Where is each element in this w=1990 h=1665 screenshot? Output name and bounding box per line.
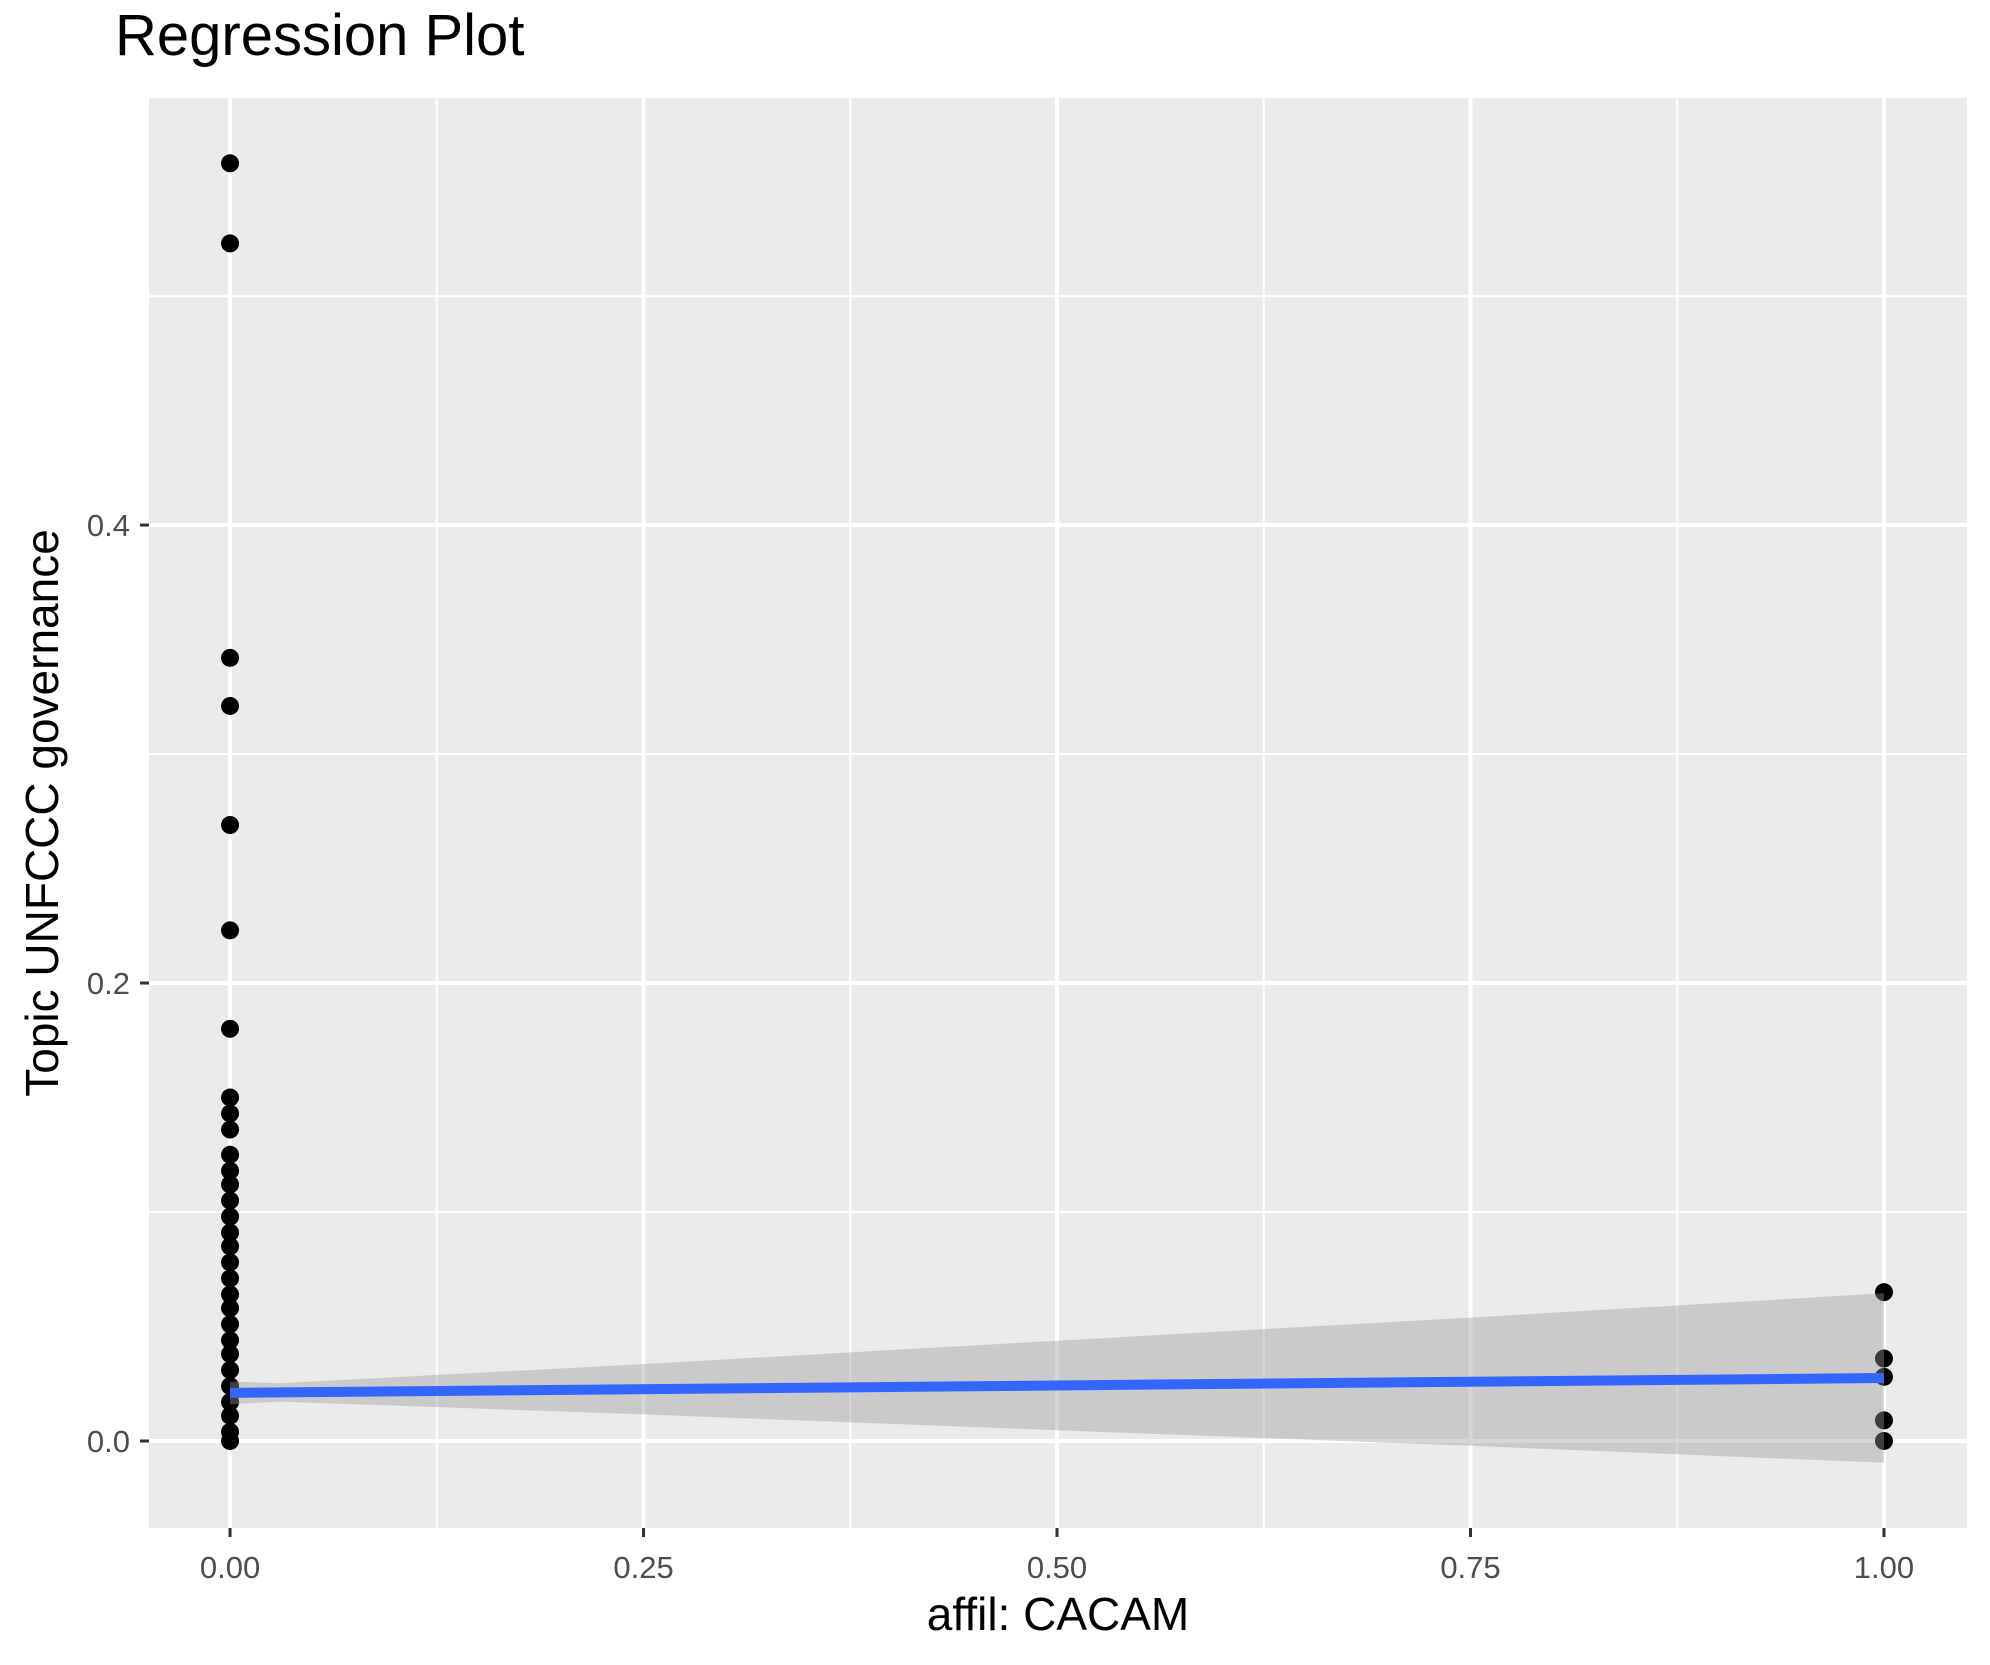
scatter-point: [221, 1207, 240, 1226]
scatter-point: [221, 1237, 240, 1256]
scatter-point: [221, 1269, 240, 1288]
x-tick-label: 0.50: [1027, 1550, 1087, 1585]
scatter-point: [221, 1361, 240, 1380]
chart-layers: 0.00 0.25 0.50 0.75 1.00 0.0 0.2 0.4: [87, 98, 1967, 1585]
y-axis-title: Topic UNFCCC governance: [16, 529, 68, 1097]
scatter-point: [221, 1191, 240, 1210]
scatter-point: [221, 1104, 240, 1123]
confidence-band: [230, 1293, 1884, 1463]
x-axis-title: affil: CACAM: [927, 1588, 1189, 1640]
scatter-point: [221, 816, 240, 835]
scatter-point: [221, 696, 240, 715]
scatter-point: [1874, 1349, 1893, 1368]
scatter-point: [221, 1088, 240, 1107]
scatter-point: [221, 1145, 240, 1164]
scatter-point: [221, 1299, 240, 1318]
x-tick-label: 0.25: [613, 1550, 673, 1585]
y-tick-label: 0.2: [87, 966, 130, 1001]
scatter-point: [221, 154, 240, 173]
x-tick-label: 0.00: [200, 1550, 260, 1585]
scatter-point: [1874, 1283, 1893, 1302]
scatter-point: [1874, 1411, 1893, 1430]
scatter-point: [221, 921, 240, 940]
regression-line: [229, 1373, 1885, 1398]
y-tick-label: 0.4: [87, 508, 130, 543]
scatter-point: [221, 1406, 240, 1425]
scatter-point: [221, 1223, 240, 1242]
scatter-point: [221, 1161, 240, 1180]
scatter-point: [1874, 1431, 1893, 1450]
scatter-point: [221, 1120, 240, 1139]
scatter-point: [221, 1253, 240, 1272]
scatter-point: [221, 648, 240, 667]
scatter-point: [221, 1285, 240, 1304]
x-tick-label: 0.75: [1440, 1550, 1500, 1585]
plot-title: Regression Plot: [115, 3, 524, 68]
scatter-point: [221, 1175, 240, 1194]
scatter-point: [221, 1331, 240, 1350]
y-tick-label: 0.0: [87, 1424, 130, 1459]
scatter-point: [221, 1315, 240, 1334]
scatter-point: [221, 1431, 240, 1450]
scatter-point: [221, 234, 240, 253]
scatter-point: [221, 1019, 240, 1038]
scatter-point: [221, 1344, 240, 1363]
x-tick-label: 1.00: [1854, 1550, 1914, 1585]
